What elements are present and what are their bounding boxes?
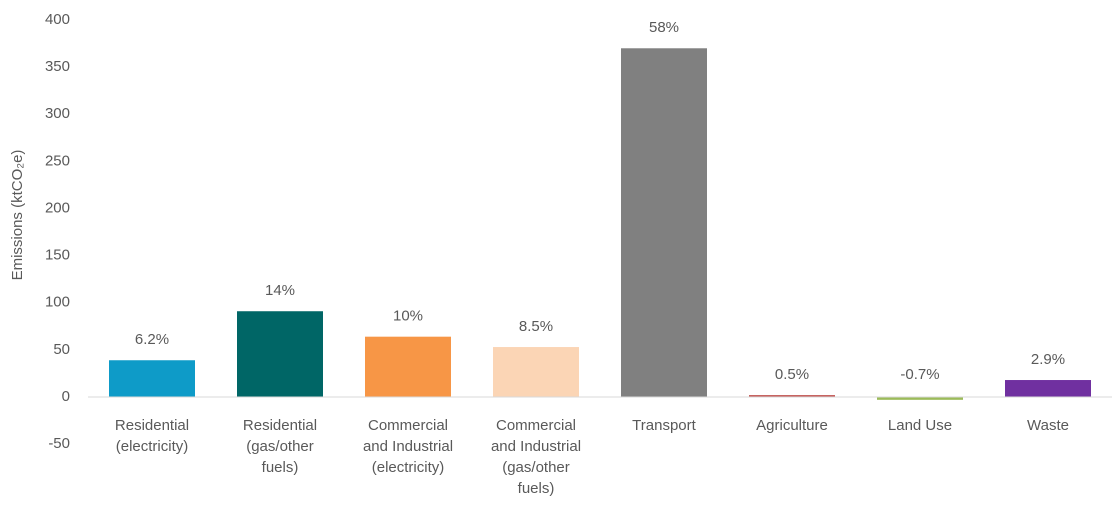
data-label: 8.5% bbox=[519, 318, 553, 335]
x-tick-label-line: and Industrial bbox=[491, 438, 581, 455]
x-tick-label-line: Residential bbox=[243, 417, 317, 434]
x-tick-label: Residential (electricity) bbox=[115, 417, 189, 455]
data-label: 0.5% bbox=[775, 366, 809, 383]
y-tick-label: 250 bbox=[45, 152, 70, 169]
x-tick-label-line: Residential bbox=[115, 417, 189, 434]
x-tick-label: Residential (gas/other fuels) bbox=[243, 417, 317, 476]
data-label: 2.9% bbox=[1031, 351, 1065, 368]
data-label: -0.7% bbox=[900, 366, 939, 383]
bar bbox=[621, 48, 707, 398]
x-tick-label-line: Commercial bbox=[496, 417, 576, 434]
y-tick-label: 100 bbox=[45, 294, 70, 311]
bar bbox=[109, 360, 195, 397]
x-tick-label-line: (electricity) bbox=[116, 438, 189, 455]
y-tick-label: 50 bbox=[53, 341, 70, 358]
x-tick-label-line: fuels) bbox=[518, 480, 555, 497]
y-tick-label: 300 bbox=[45, 105, 70, 122]
x-tick-label-line: Waste bbox=[1027, 417, 1069, 434]
data-label: 10% bbox=[393, 308, 423, 325]
data-label: 58% bbox=[649, 19, 679, 36]
bar bbox=[749, 395, 835, 397]
bar bbox=[877, 397, 963, 400]
bar bbox=[237, 311, 323, 397]
x-tick-label-line: and Industrial bbox=[363, 438, 453, 455]
x-tick-label-line: Agriculture bbox=[756, 417, 828, 434]
x-tick-label: Agriculture bbox=[756, 417, 828, 434]
bar bbox=[493, 347, 579, 397]
y-tick-label: -50 bbox=[48, 435, 70, 452]
x-tick-label: Land Use bbox=[888, 417, 952, 434]
x-tick-label-line: (gas/other bbox=[246, 438, 314, 455]
bar bbox=[365, 336, 451, 397]
x-tick-label: Commercial and Industrial (gas/other fuels) bbox=[491, 417, 581, 497]
x-tick-label-line: fuels) bbox=[262, 459, 299, 476]
bar bbox=[1005, 380, 1091, 397]
x-tick-label: Commercial and Industrial (electricity) bbox=[363, 417, 453, 476]
y-tick-label: 150 bbox=[45, 247, 70, 264]
y-tick-label: 400 bbox=[45, 11, 70, 28]
x-tick-label: Waste bbox=[1027, 417, 1069, 434]
y-tick-label: 0 bbox=[62, 388, 70, 405]
y-tick-label: 200 bbox=[45, 199, 70, 216]
data-label: 14% bbox=[265, 282, 295, 299]
data-label: 6.2% bbox=[135, 331, 169, 348]
x-tick-label: Transport bbox=[632, 417, 696, 434]
x-tick-label-line: (electricity) bbox=[372, 459, 445, 476]
y-axis-label: Emissions (ktCO₂e) bbox=[9, 150, 26, 281]
x-tick-label-line: (gas/other bbox=[502, 459, 570, 476]
y-tick-label: 350 bbox=[45, 58, 70, 75]
x-tick-label-line: Commercial bbox=[368, 417, 448, 434]
x-tick-label-line: Land Use bbox=[888, 417, 952, 434]
x-tick-label-line: Transport bbox=[632, 417, 696, 434]
